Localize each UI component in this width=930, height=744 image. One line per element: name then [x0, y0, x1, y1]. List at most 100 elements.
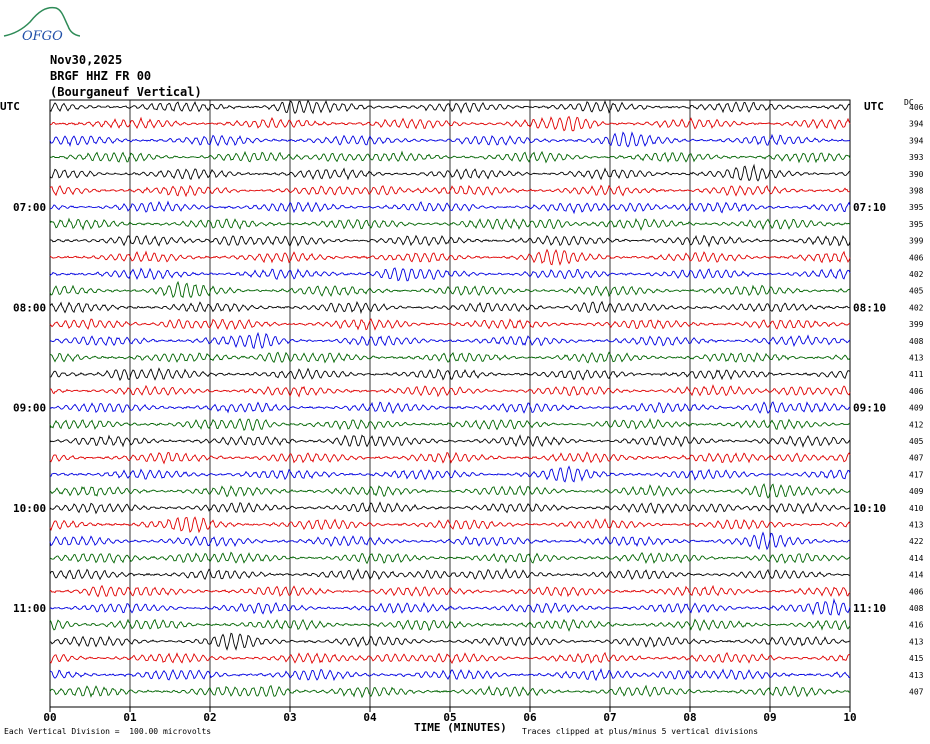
- trace-line: [49, 331, 851, 349]
- trace-line: [49, 417, 851, 432]
- dc-value: 399: [909, 320, 924, 329]
- right-hour-label: 07:10: [853, 201, 886, 214]
- station-location: (Bourganeuf Vertical): [50, 85, 202, 99]
- trace-line: [49, 200, 851, 215]
- right-hour-label: 11:10: [853, 602, 886, 615]
- dc-value: 413: [909, 671, 924, 680]
- dc-value: 415: [909, 654, 924, 663]
- dc-value: 406: [909, 253, 924, 262]
- x-tick-label: 03: [283, 711, 296, 724]
- trace-line: [49, 163, 851, 182]
- dc-value: 402: [909, 303, 924, 312]
- dc-value: 410: [909, 504, 924, 513]
- x-tick-label: 06: [523, 711, 537, 724]
- dc-value: 398: [909, 187, 924, 196]
- trace-line: [49, 531, 851, 551]
- trace-line: [49, 234, 851, 248]
- trace-line: [49, 667, 851, 682]
- dc-value: 422: [909, 537, 924, 546]
- dc-value: 390: [909, 170, 924, 179]
- dc-value: 406: [909, 103, 924, 112]
- dc-value: 407: [909, 454, 924, 463]
- dc-value: 409: [909, 487, 924, 496]
- dc-value: 405: [909, 287, 924, 296]
- right-hour-label: 10:10: [853, 502, 886, 515]
- dc-value: 408: [909, 604, 924, 613]
- trace-line: [49, 401, 851, 415]
- trace-line: [49, 351, 851, 364]
- dc-value: 416: [909, 621, 924, 630]
- trace-line: [49, 150, 851, 164]
- record-date: Nov30,2025: [50, 53, 123, 67]
- x-tick-label: 04: [363, 711, 377, 724]
- left-hour-label: 09:00: [13, 402, 46, 415]
- dc-value: 413: [909, 521, 924, 530]
- station-code: BRGF HHZ FR 00: [50, 69, 152, 83]
- trace-line: [49, 567, 851, 581]
- left-hour-label: 07:00: [13, 201, 46, 214]
- x-tick-label: 01: [123, 711, 137, 724]
- dc-value: 413: [909, 354, 924, 363]
- x-tick-label: 02: [203, 711, 216, 724]
- dc-value: 409: [909, 404, 924, 413]
- dc-value: 417: [909, 470, 924, 479]
- trace-line: [49, 99, 851, 115]
- trace-line: [49, 684, 851, 699]
- right-timezone: UTC: [864, 100, 884, 113]
- trace-line: [49, 651, 851, 665]
- trace-line: [49, 483, 851, 499]
- dc-header: DC: [904, 98, 914, 107]
- dc-value: 414: [909, 554, 924, 563]
- trace-line: [49, 551, 851, 565]
- trace-line: [49, 248, 851, 266]
- dc-value: 406: [909, 387, 924, 396]
- trace-line: [49, 598, 851, 616]
- trace-line: [49, 318, 851, 331]
- trace-line: [49, 584, 851, 598]
- trace-line: [49, 451, 851, 465]
- dc-value: 413: [909, 637, 924, 646]
- x-tick-label: 09: [763, 711, 776, 724]
- dc-value: 395: [909, 203, 924, 212]
- left-hour-label: 08:00: [13, 301, 46, 314]
- dc-value: 402: [909, 270, 924, 279]
- x-tick-label: 00: [43, 711, 56, 724]
- dc-value: 412: [909, 420, 924, 429]
- logo-text: OFGO: [22, 29, 63, 44]
- dc-value: 395: [909, 220, 924, 229]
- scale-note: Each Vertical Division = 100.00 microvol…: [4, 727, 212, 736]
- x-tick-label: 10: [843, 711, 856, 724]
- left-timezone: UTC: [0, 100, 20, 113]
- dc-value: 411: [909, 370, 924, 379]
- left-hour-label: 10:00: [13, 502, 46, 515]
- dc-value: 405: [909, 437, 924, 446]
- trace-line: [49, 367, 851, 381]
- dc-value: 407: [909, 688, 924, 697]
- trace-line: [49, 501, 851, 515]
- dc-value: 394: [909, 120, 924, 129]
- right-hour-label: 09:10: [853, 402, 886, 415]
- x-axis-label: TIME (MINUTES): [414, 721, 507, 734]
- ofgo-logo: OFGO: [3, 6, 80, 44]
- trace-line: [49, 300, 851, 315]
- dc-value: 399: [909, 237, 924, 246]
- trace-line: [49, 434, 851, 448]
- trace-line: [49, 280, 851, 299]
- dc-value: 393: [909, 153, 924, 162]
- left-hour-label: 11:00: [13, 602, 46, 615]
- clip-note: Traces clipped at plus/minus 5 vertical …: [522, 727, 759, 736]
- trace-line: [49, 384, 851, 398]
- trace-line: [49, 632, 851, 651]
- trace-line: [49, 115, 851, 132]
- trace-line: [49, 184, 851, 198]
- dc-value: 414: [909, 571, 924, 580]
- dc-value: 394: [909, 136, 924, 145]
- right-hour-label: 08:10: [853, 301, 886, 314]
- x-tick-label: 08: [683, 711, 696, 724]
- trace-line: [49, 465, 851, 483]
- dc-value: 408: [909, 337, 924, 346]
- dc-value: 406: [909, 587, 924, 596]
- trace-line: [49, 618, 851, 632]
- trace-line: [49, 217, 851, 231]
